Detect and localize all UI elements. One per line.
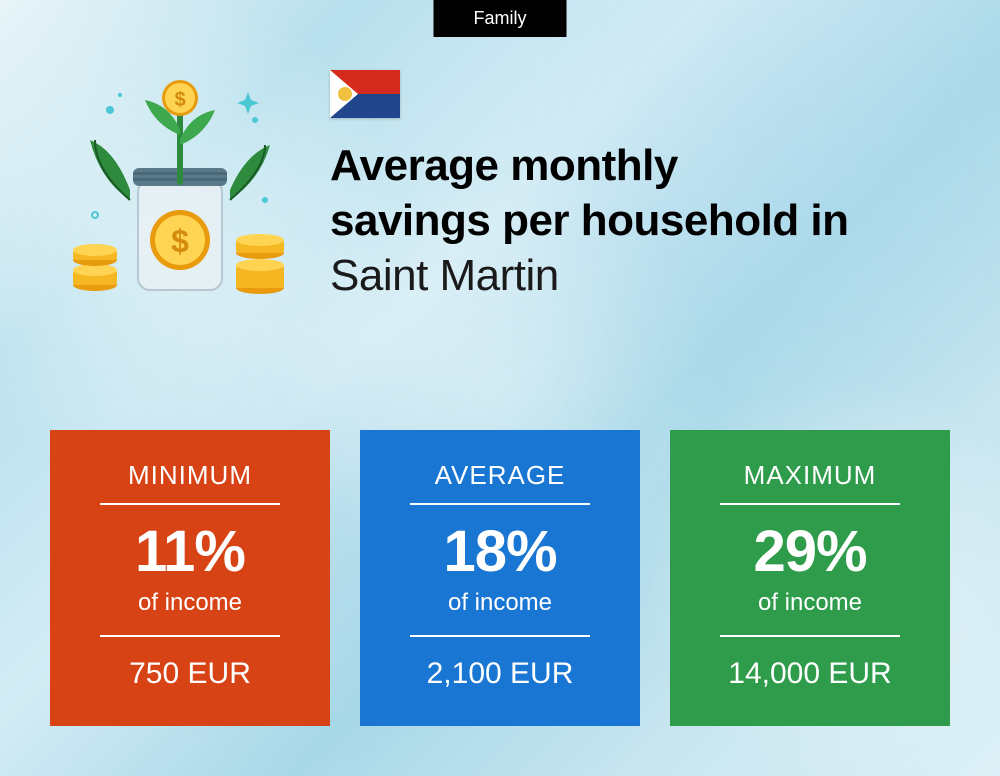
stat-card-minimum: MINIMUM 11% of income 750 EUR xyxy=(50,430,330,726)
card-sublabel: of income xyxy=(720,589,900,637)
header-section: $ $ Average monthly savings per househol… xyxy=(60,70,940,310)
svg-text:$: $ xyxy=(171,223,189,259)
card-sublabel: of income xyxy=(100,589,280,637)
savings-illustration: $ $ xyxy=(60,70,300,310)
flag-emblem xyxy=(338,87,352,101)
category-text: Family xyxy=(474,8,527,28)
card-percent: 29% xyxy=(690,523,930,581)
card-sublabel: of income xyxy=(410,589,590,637)
card-label: AVERAGE xyxy=(410,460,590,505)
svg-text:$: $ xyxy=(174,89,185,111)
title-line-1: Average monthly xyxy=(330,141,678,190)
category-badge: Family xyxy=(434,0,567,37)
title-location: Saint Martin xyxy=(330,251,559,300)
stat-card-average: AVERAGE 18% of income 2,100 EUR xyxy=(360,430,640,726)
stat-card-maximum: MAXIMUM 29% of income 14,000 EUR xyxy=(670,430,950,726)
title-line-2: savings per household in xyxy=(330,196,849,245)
stats-cards-container: MINIMUM 11% of income 750 EUR AVERAGE 18… xyxy=(50,430,950,726)
card-percent: 11% xyxy=(70,523,310,581)
card-amount: 14,000 EUR xyxy=(690,657,930,691)
card-amount: 2,100 EUR xyxy=(380,657,620,691)
card-label: MAXIMUM xyxy=(720,460,900,505)
card-amount: 750 EUR xyxy=(70,657,310,691)
card-percent: 18% xyxy=(380,523,620,581)
card-label: MINIMUM xyxy=(100,460,280,505)
main-title: Average monthly savings per household in… xyxy=(330,138,940,303)
title-section: Average monthly savings per household in… xyxy=(330,70,940,303)
country-flag xyxy=(330,70,400,118)
